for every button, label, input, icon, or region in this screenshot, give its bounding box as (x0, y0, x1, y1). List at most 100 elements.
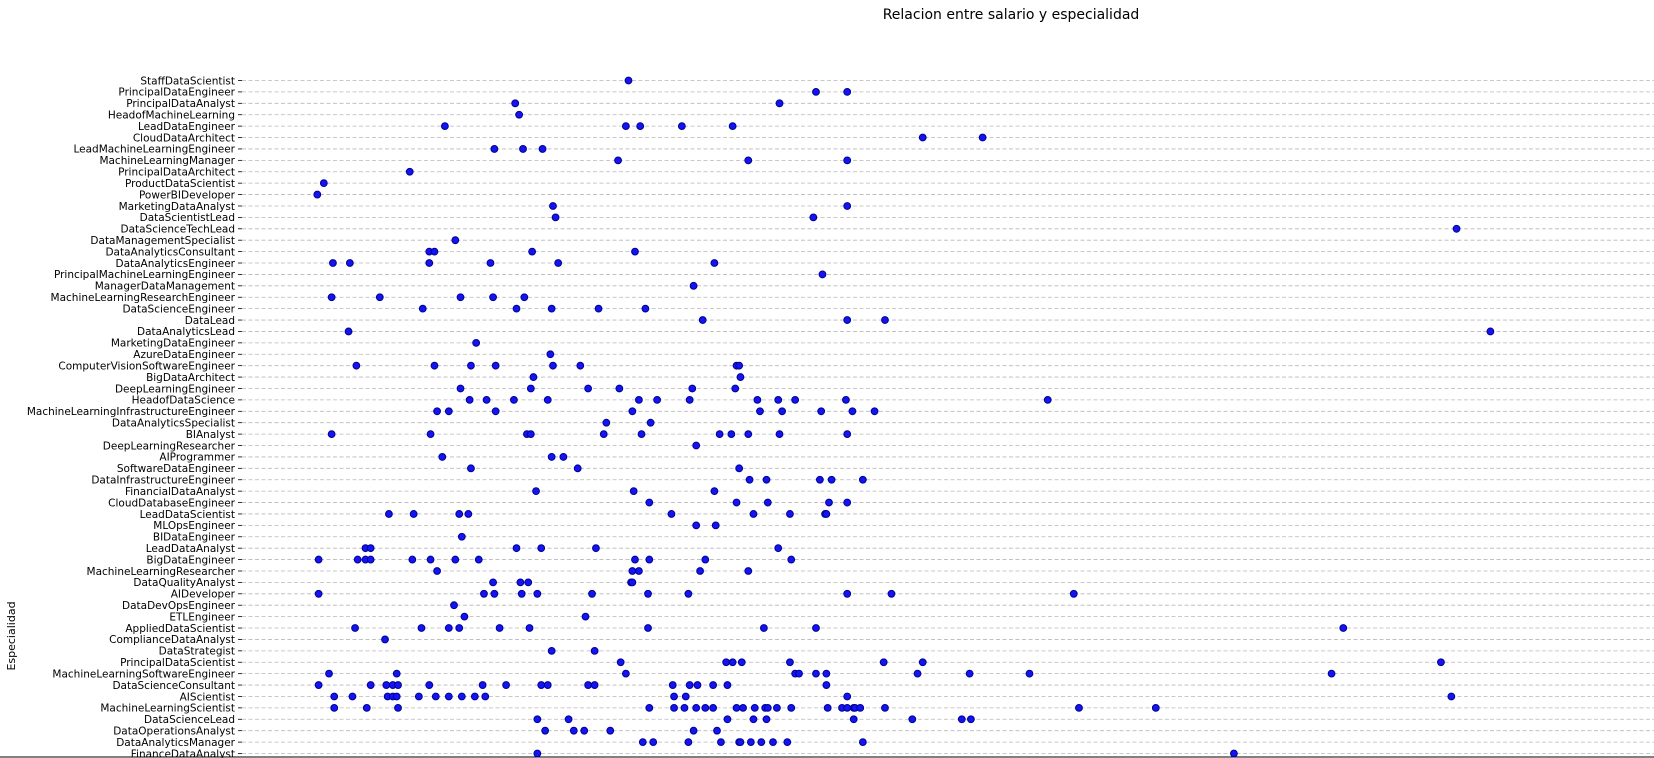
data-point (510, 395, 518, 404)
y-tick-label-lead-data-analyst: LeadDataAnalyst (146, 543, 235, 555)
data-point (1230, 749, 1238, 758)
data-point (319, 179, 328, 188)
data-point (455, 510, 464, 518)
y-axis-label: Especialidad (5, 601, 18, 670)
data-point (848, 407, 857, 416)
y-tick-label-data-operations-analyst: DataOperationsAnalyst (113, 725, 235, 737)
data-point (362, 703, 371, 712)
data-point (689, 281, 698, 290)
y-tick-label-lead-data-engineer: LeadDataEngineer (138, 121, 236, 133)
y-tick-label-headof-machine-learning: HeadofMachineLearning (108, 110, 235, 122)
data-point (1043, 395, 1052, 404)
data-point (392, 692, 401, 701)
data-point (581, 612, 590, 621)
data-point (783, 738, 792, 746)
data-point (692, 703, 701, 712)
data-point (723, 681, 732, 689)
y-tick-labels: FinanceDataAnalystDataAnalyticsManagerDa… (27, 75, 242, 758)
data-point (843, 498, 852, 507)
data-point (638, 738, 647, 746)
data-point (887, 589, 896, 598)
y-tick-label-compliance-data-analyst: ComplianceDataAnalyst (109, 634, 235, 646)
data-point (746, 738, 755, 746)
data-point (616, 658, 625, 667)
y-tick-label-ai-programmer: AIProgrammer (159, 452, 235, 464)
data-point (749, 510, 758, 518)
data-point (537, 544, 546, 553)
data-point (653, 395, 662, 404)
y-tick-label-cloud-data-architect: CloudDataArchitect (133, 132, 235, 144)
data-point (599, 430, 608, 439)
data-point (313, 190, 322, 199)
y-tick-label-ml-ops-engineer: MLOpsEngineer (153, 520, 235, 532)
data-point (512, 544, 521, 553)
y-tick-label-ai-developer: AIDeveloper (171, 589, 236, 601)
data-point (394, 703, 402, 712)
data-point (843, 589, 852, 598)
y-tick-label-financial-data-analyst: FinancialDataAnalyst (125, 486, 235, 498)
data-point (736, 373, 745, 381)
data-point (472, 338, 481, 347)
data-point (763, 498, 772, 507)
data-point (408, 555, 417, 564)
data-point (543, 681, 552, 689)
data-point (426, 430, 435, 439)
data-point (366, 555, 375, 564)
data-point (701, 555, 710, 564)
data-point (680, 703, 689, 712)
data-point (879, 658, 888, 667)
data-point (685, 681, 694, 689)
data-point (822, 669, 831, 678)
data-point (584, 384, 593, 393)
y-tick-label-deep-learning-researcher: DeepLearningResearcher (103, 440, 236, 452)
data-point (490, 145, 499, 153)
data-point (440, 122, 449, 131)
data-point (778, 407, 787, 416)
data-point (444, 407, 453, 416)
data-point (753, 395, 762, 404)
y-tick-label-power-bi-developer: PowerBIDeveloper (139, 189, 236, 201)
data-point (584, 681, 593, 689)
data-point (532, 487, 540, 496)
y-tick-label-headof-data-science: HeadofDataScience (132, 395, 235, 407)
data-point (646, 418, 655, 427)
data-point (588, 589, 596, 598)
data-point (628, 567, 637, 575)
y-tick-label-data-science-consultant: DataScienceConsultant (112, 680, 235, 692)
data-point (645, 498, 654, 507)
data-point (314, 681, 323, 689)
data-point (812, 88, 820, 96)
data-point (774, 395, 783, 404)
y-tick-label-deep-learning-engineer: DeepLearningEngineer (115, 383, 236, 395)
data-point (684, 589, 693, 598)
data-point (430, 247, 439, 256)
data-point (352, 361, 361, 370)
data-point (460, 612, 469, 621)
data-point (668, 681, 677, 689)
data-point (670, 703, 678, 712)
data-point (614, 156, 622, 165)
data-point (795, 669, 803, 678)
data-point (698, 316, 707, 324)
y-tick-label-data-quality-analyst: DataQualityAnalyst (133, 577, 235, 589)
y-tick-label-computer-vision-software-engineer: ComputerVisionSoftwareEngineer (58, 360, 235, 372)
data-point (722, 658, 731, 667)
data-point (749, 715, 758, 724)
data-point (533, 589, 542, 598)
data-point (516, 578, 525, 587)
data-point (615, 384, 624, 393)
y-tick-label-principal-machine-learning-engineer: PrincipalMachineLearningEngineer (54, 269, 236, 281)
data-point (787, 703, 796, 712)
data-point (739, 703, 747, 712)
data-point (385, 510, 393, 518)
data-point (381, 635, 389, 644)
data-point (465, 395, 474, 404)
data-point (467, 361, 475, 370)
data-point (786, 510, 794, 518)
data-point (528, 247, 537, 256)
data-point (715, 430, 724, 439)
y-tick-label-machine-learning-software-engineer: MachineLearningSoftwareEngineer (52, 668, 235, 680)
data-point (757, 738, 766, 746)
data-point (815, 475, 824, 484)
data-point (430, 361, 439, 370)
